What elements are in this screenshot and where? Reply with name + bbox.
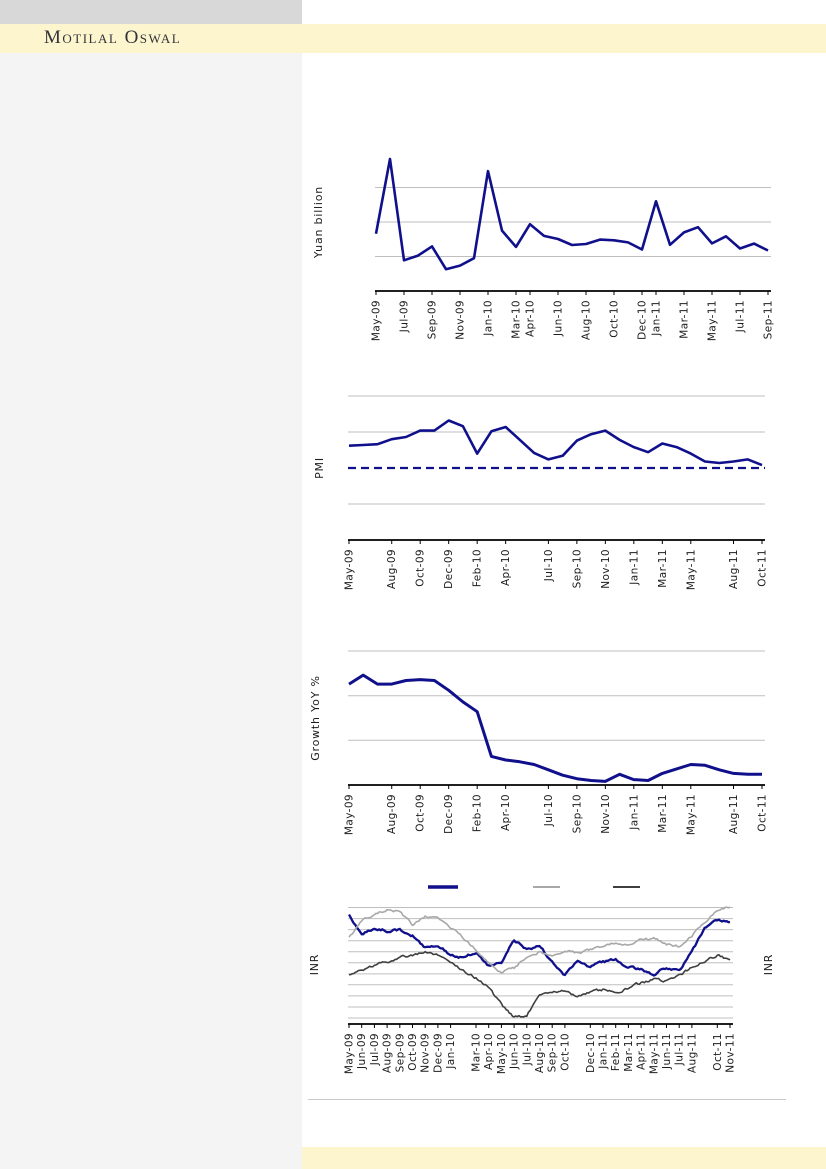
x-tick-label: Apr-10: [500, 794, 512, 831]
chart-inr-currencies: May-09 Jun-09 Jul-09 Aug-09 Sep-09 Oct-09 Nov-…: [308, 885, 775, 1074]
x-tick-label: May-11: [648, 1033, 660, 1074]
x-tick-label: Aug-10: [581, 300, 593, 340]
x-tick-label: Jun-10: [509, 1033, 521, 1070]
x-tick-label: Sep-10: [571, 794, 583, 833]
x-tick-label: May-09: [344, 1033, 356, 1074]
x-tick-label: Jul-10: [521, 1033, 533, 1066]
x-tick-label: Feb-10: [472, 794, 484, 832]
x-tick-label: Aug-09: [386, 549, 398, 589]
x-tick-label: Aug-11: [728, 549, 740, 589]
x-tick-label: Nov-11: [725, 1033, 737, 1073]
yuan-loans-line: [374, 157, 769, 271]
chart-growth-yoy: May-09 Aug-09 Oct-09 Dec-09 Feb-10 Apr-10 Jul-…: [309, 650, 769, 835]
x-tick-label: Mar-11: [679, 300, 691, 339]
x-tick-label: Sep-09: [427, 300, 439, 339]
gray-line: [348, 906, 731, 974]
x-tick-label: Dec-10: [637, 300, 649, 340]
x-tick-label: May-09: [344, 549, 356, 590]
motilal-oswal-logo: Motilal Oswal: [44, 27, 182, 48]
x-tick-label: Dec-09: [443, 794, 455, 834]
x-tick-label: Aug-11: [728, 794, 740, 834]
x-tick-label: Apr-11: [636, 1033, 648, 1070]
x-tick-label: Feb-11: [610, 1033, 622, 1071]
x-tick-label: Dec-09: [443, 549, 455, 589]
chart-pmi: May-09 Aug-09 Oct-09 Dec-09 Feb-10 Apr-10 Jul-…: [313, 395, 769, 590]
x-tick-label: Jan-11: [628, 794, 640, 831]
dark-line: [348, 950, 731, 1018]
x-tick-label: Dec-10: [585, 1033, 597, 1073]
navy-line: [347, 913, 731, 977]
x-tick-label: Oct-11: [757, 794, 769, 832]
x-tick-label: Apr-10: [525, 300, 537, 337]
x-tick-label: Oct-09: [415, 794, 427, 832]
growth-yoy-line: [348, 673, 762, 783]
x-tick-label: Nov-10: [600, 549, 612, 589]
x-tick-label: Nov-10: [600, 794, 612, 834]
x-tick-label: May-11: [685, 549, 697, 590]
x-tick-label: Apr-10: [483, 1033, 495, 1070]
x-tick-label: Jul-10: [543, 794, 555, 827]
y-axis-label: Growth YoY %: [309, 675, 322, 761]
x-tick-label: May-09: [344, 794, 356, 835]
footer-separator-line: [308, 1099, 786, 1100]
x-tick-label: May-11: [707, 300, 719, 341]
x-tick-label: Aug-09: [386, 794, 398, 834]
x-tick-label: Jan-11: [628, 549, 640, 586]
y-axis-label-right: INR: [762, 954, 775, 976]
x-tick-label: Oct-10: [559, 1033, 571, 1071]
x-tick-label: Mar-11: [657, 549, 669, 588]
x-tick-label: Mar-10: [471, 1033, 483, 1072]
x-tick-label: Nov-09: [455, 300, 467, 340]
x-tick-label: Jun-10: [553, 300, 565, 337]
x-tick-label: Aug-10: [534, 1033, 546, 1073]
x-tick-label: Oct-11: [757, 549, 769, 587]
x-tick-label: Sep-10: [547, 1033, 559, 1072]
x-tick-label: Sep-09: [394, 1033, 406, 1072]
x-tick-label: Sep-11: [763, 300, 775, 339]
header-band: [0, 24, 826, 53]
x-tick-label: May-09: [371, 300, 383, 341]
x-tick-label: Oct-11: [712, 1033, 724, 1071]
x-tick-label: Jan-10: [445, 1033, 457, 1070]
top-gray-box: [0, 0, 302, 24]
y-axis-label: PMI: [313, 457, 326, 479]
x-tick-label: Mar-10: [511, 300, 523, 339]
pmi-line: [348, 419, 763, 467]
x-tick-label: Jul-09: [399, 300, 411, 333]
x-tick-label: Jul-10: [543, 549, 555, 582]
x-tick-label: Jul-11: [735, 300, 747, 333]
x-tick-label: Nov-09: [420, 1033, 432, 1073]
left-margin-panel: [0, 53, 302, 1169]
chart-yuan-loans: May-09 Jul-09 Sep-09 Nov-09 Jan-10 Mar-10 Apr-…: [312, 157, 775, 341]
x-tick-label: Jul-09: [369, 1033, 381, 1066]
x-tick-label: Mar-11: [623, 1033, 635, 1072]
footer-band: [302, 1147, 826, 1169]
x-tick-label: Jun-09: [356, 1033, 368, 1070]
x-tick-label: Jan-11: [651, 300, 663, 337]
x-tick-label: Oct-09: [407, 1033, 419, 1071]
x-tick-label: May-11: [685, 794, 697, 835]
x-tick-label: Feb-10: [472, 549, 484, 587]
x-tick-label: Jan-11: [598, 1033, 610, 1070]
x-tick-label: Apr-10: [500, 549, 512, 586]
x-tick-label: Mar-11: [657, 794, 669, 833]
x-tick-label: Sep-10: [571, 549, 583, 588]
y-axis-label: INR: [308, 954, 321, 976]
x-tick-label: Jun-11: [661, 1033, 673, 1070]
x-tick-label: Aug-11: [686, 1033, 698, 1073]
x-tick-label: Aug-09: [382, 1033, 394, 1073]
x-tick-label: Oct-09: [415, 549, 427, 587]
x-tick-label: Jul-11: [674, 1033, 686, 1066]
x-tick-label: Dec-09: [432, 1033, 444, 1073]
y-axis-label: Yuan billion: [312, 186, 325, 259]
x-tick-label: May-10: [496, 1033, 508, 1074]
x-tick-label: Oct-10: [609, 300, 621, 338]
x-tick-label: Jan-10: [483, 300, 495, 337]
